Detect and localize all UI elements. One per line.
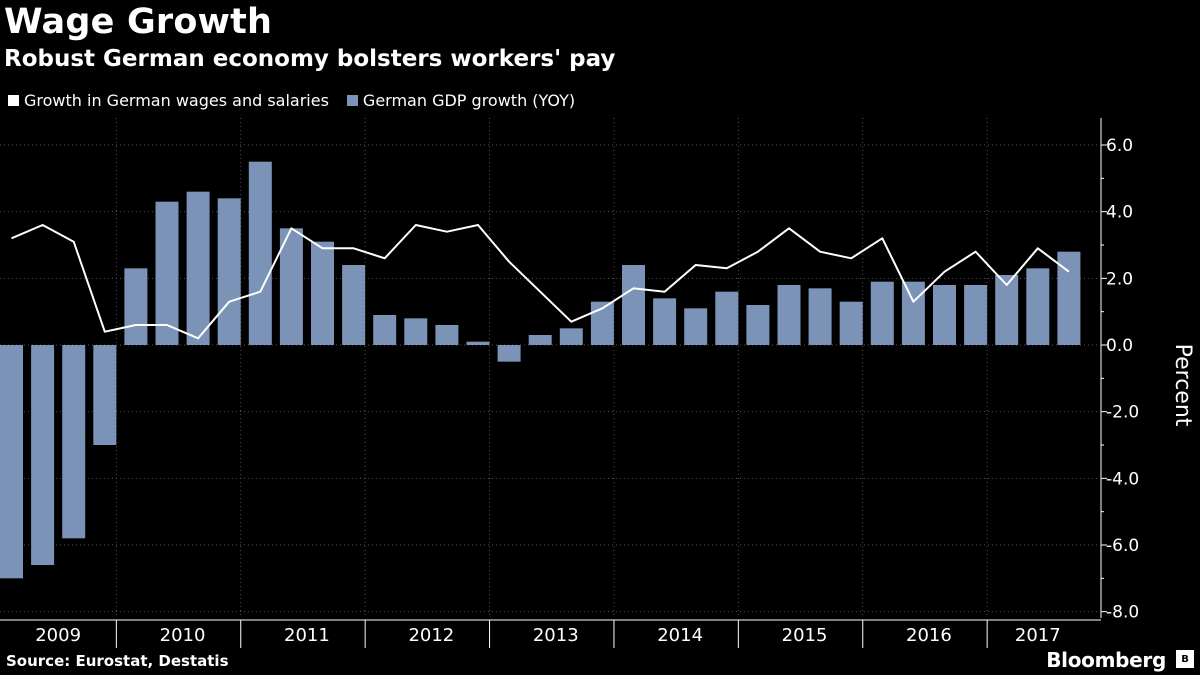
x-tick-label: 2016 [906, 625, 952, 646]
gdp-bar [466, 341, 490, 345]
legend-swatch-wages [8, 95, 19, 106]
y-tick-label: -4.0 [1106, 469, 1139, 489]
gdp-bar [124, 268, 148, 345]
gdp-bar [559, 328, 583, 345]
legend-item-gdp: German GDP growth (YOY) [346, 91, 576, 110]
x-tick-label: 2014 [657, 625, 703, 646]
y-tick-label: -8.0 [1106, 603, 1139, 623]
gdp-bar [248, 161, 272, 345]
x-tick-label: 2011 [284, 625, 330, 646]
gdp-bar [653, 298, 677, 345]
y-tick-label: 2.0 [1106, 269, 1133, 289]
y-tick-label: 4.0 [1106, 203, 1133, 223]
gdp-bar [1026, 268, 1050, 345]
gdp-bar [995, 275, 1019, 345]
x-tick-label: 2017 [1015, 625, 1061, 646]
gdp-bar [497, 345, 521, 362]
gdp-bar [590, 301, 614, 345]
chart-title: Wage Growth [4, 2, 273, 42]
chart-subtitle: Robust German economy bolsters workers' … [4, 46, 616, 72]
legend-label-gdp: German GDP growth (YOY) [362, 91, 576, 110]
x-tick-label: 2009 [35, 625, 81, 646]
gdp-bar [777, 285, 801, 345]
gdp-bar [839, 301, 863, 345]
gdp-bar [933, 285, 956, 345]
gdp-bar [373, 315, 397, 345]
gdp-bar [528, 335, 552, 345]
y-tick-label: -2.0 [1106, 403, 1139, 423]
legend-item-wages: Growth in German wages and salaries [8, 91, 329, 110]
gdp-bar [186, 191, 210, 345]
gdp-bar [342, 265, 366, 345]
legend: Growth in German wages and salaries Germ… [8, 91, 593, 110]
gdp-bar [808, 288, 832, 345]
bloomberg-logo-icon: B [1176, 650, 1194, 668]
gdp-bar [93, 345, 117, 445]
x-tick-label: 2012 [408, 625, 454, 646]
gdp-bar [435, 325, 459, 345]
gdp-bar [964, 285, 988, 345]
source-note: Source: Eurostat, Destatis [6, 652, 229, 670]
gdp-bar [279, 228, 303, 345]
bloomberg-wordmark: Bloomberg [1046, 648, 1166, 672]
gdp-bar [155, 201, 179, 345]
gdp-bar [684, 308, 708, 345]
gdp-bar [746, 305, 770, 345]
gdp-bar [217, 198, 241, 345]
gdp-bar [870, 281, 894, 345]
gdp-bar [622, 265, 645, 345]
wages-line [11, 224, 1070, 340]
gdp-bar [311, 241, 334, 345]
legend-label-wages: Growth in German wages and salaries [24, 91, 329, 110]
legend-swatch-gdp [346, 95, 358, 106]
x-tick-label: 2013 [533, 625, 579, 646]
gdp-bar [62, 345, 86, 539]
gdp-bar [901, 281, 925, 345]
gdp-bar [715, 291, 739, 345]
y-tick-label: 6.0 [1106, 136, 1133, 156]
gdp-bar [0, 345, 23, 579]
y-tick-label: -6.0 [1106, 536, 1139, 556]
y-axis-title: Percent [1170, 344, 1195, 427]
x-tick-label: 2010 [160, 625, 206, 646]
gdp-bar [1057, 251, 1081, 345]
x-tick-label: 2015 [782, 625, 828, 646]
gdp-bar [404, 318, 428, 345]
gdp-bar [31, 345, 55, 565]
y-tick-label: 0.0 [1106, 336, 1133, 356]
